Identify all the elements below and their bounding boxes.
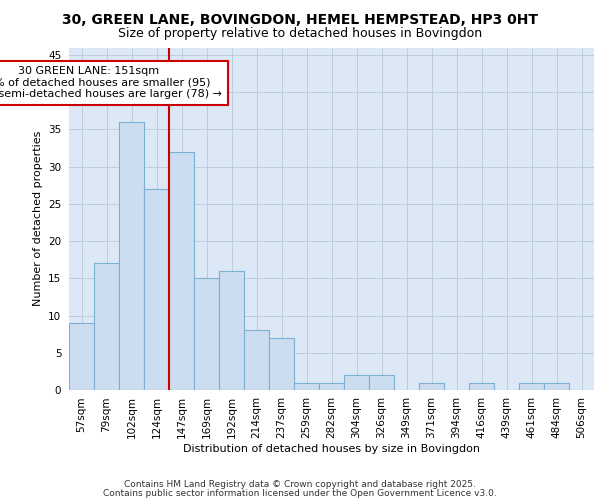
Bar <box>469 382 494 390</box>
X-axis label: Distribution of detached houses by size in Bovingdon: Distribution of detached houses by size … <box>183 444 480 454</box>
Bar <box>419 382 444 390</box>
Bar <box>519 382 544 390</box>
Text: 30 GREEN LANE: 151sqm
← 54% of detached houses are smaller (95)
45% of semi-deta: 30 GREEN LANE: 151sqm ← 54% of detached … <box>0 66 222 100</box>
Bar <box>119 122 144 390</box>
Text: Contains public sector information licensed under the Open Government Licence v3: Contains public sector information licen… <box>103 488 497 498</box>
Bar <box>369 375 394 390</box>
Bar <box>219 271 244 390</box>
Text: Size of property relative to detached houses in Bovingdon: Size of property relative to detached ho… <box>118 28 482 40</box>
Bar <box>69 323 94 390</box>
Text: 30, GREEN LANE, BOVINGDON, HEMEL HEMPSTEAD, HP3 0HT: 30, GREEN LANE, BOVINGDON, HEMEL HEMPSTE… <box>62 12 538 26</box>
Bar <box>169 152 194 390</box>
Text: Contains HM Land Registry data © Crown copyright and database right 2025.: Contains HM Land Registry data © Crown c… <box>124 480 476 489</box>
Bar <box>194 278 219 390</box>
Bar <box>94 264 119 390</box>
Bar <box>344 375 369 390</box>
Bar <box>319 382 344 390</box>
Bar <box>294 382 319 390</box>
Bar <box>269 338 294 390</box>
Bar <box>144 189 169 390</box>
Y-axis label: Number of detached properties: Number of detached properties <box>32 131 43 306</box>
Bar <box>244 330 269 390</box>
Bar <box>544 382 569 390</box>
